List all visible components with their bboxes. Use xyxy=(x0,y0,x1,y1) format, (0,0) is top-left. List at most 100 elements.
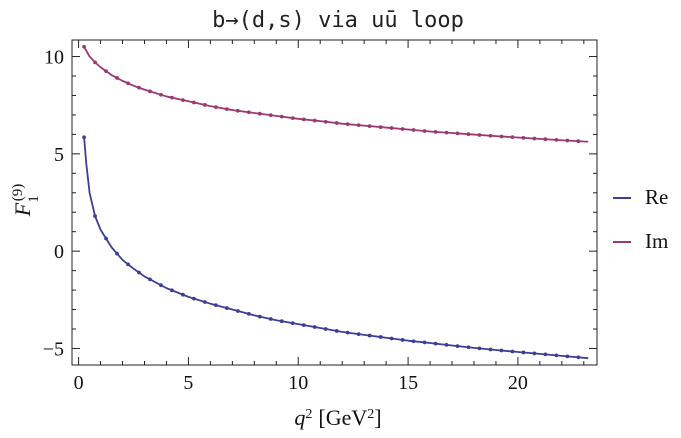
series-point xyxy=(115,76,119,80)
series-point xyxy=(257,111,262,116)
series-point xyxy=(554,353,559,358)
series-point xyxy=(389,126,394,130)
series-point xyxy=(246,110,251,115)
y-tick-label: −5 xyxy=(43,338,64,360)
series-point xyxy=(159,92,163,97)
series-point xyxy=(499,348,504,353)
series-point xyxy=(268,317,273,321)
x-tick-label: 5 xyxy=(183,372,193,394)
series-point xyxy=(367,333,372,338)
series-point xyxy=(565,138,570,143)
series-point xyxy=(224,107,229,111)
series-re xyxy=(82,135,589,360)
series-point xyxy=(301,323,306,327)
x-tick-label: 20 xyxy=(508,372,528,394)
series-layer xyxy=(82,44,589,360)
series-point xyxy=(224,306,229,310)
plot-frame xyxy=(71,39,598,366)
series-point xyxy=(422,129,427,133)
series-point xyxy=(400,127,405,131)
y-axis-label: F1(9) xyxy=(10,184,42,217)
series-point xyxy=(576,139,581,144)
series-point xyxy=(290,116,295,120)
x-axis-label-sup: 2 xyxy=(305,407,312,422)
x-axis-label-base: q xyxy=(294,405,305,430)
series-point xyxy=(126,81,130,86)
series-point xyxy=(433,341,438,346)
series-point xyxy=(565,354,570,359)
y-tick-label: 5 xyxy=(54,144,64,166)
x-tick-label: 10 xyxy=(288,372,308,394)
series-point xyxy=(444,130,449,135)
series-point xyxy=(82,135,86,140)
x-tick-label: 0 xyxy=(74,372,84,394)
series-point xyxy=(181,98,185,102)
series-point xyxy=(312,118,317,123)
series-point xyxy=(499,134,504,139)
series-point xyxy=(345,330,350,335)
series-point xyxy=(400,338,405,342)
series-point xyxy=(576,355,581,360)
series-point xyxy=(411,339,416,344)
series-point xyxy=(104,69,108,74)
series-point xyxy=(279,319,284,324)
series-point xyxy=(181,292,185,297)
series-point xyxy=(411,128,416,132)
series-point xyxy=(93,214,97,219)
series-point xyxy=(477,133,482,137)
series-point xyxy=(203,300,207,304)
series-point xyxy=(82,44,86,49)
series-point xyxy=(137,270,141,275)
series-point xyxy=(312,325,317,329)
series-point xyxy=(543,137,548,142)
series-im xyxy=(82,44,589,144)
series-point xyxy=(148,89,152,94)
series-point xyxy=(367,124,372,129)
series-point xyxy=(345,122,350,127)
legend: Re Im xyxy=(613,185,668,253)
x-tick-label: 15 xyxy=(398,372,418,394)
series-point xyxy=(510,349,515,354)
series-point xyxy=(170,288,174,293)
series-point xyxy=(521,135,526,140)
series-point xyxy=(213,105,218,110)
series-point xyxy=(235,309,240,313)
series-point xyxy=(257,314,262,319)
series-point xyxy=(554,137,559,142)
x-axis-label-unit-close: ] xyxy=(374,405,381,430)
series-point xyxy=(93,60,97,65)
series-point xyxy=(334,329,339,333)
series-point xyxy=(323,327,328,331)
series-point xyxy=(543,352,548,357)
y-axis-label-sub: 1 xyxy=(26,195,42,203)
series-point xyxy=(510,135,515,140)
series-point xyxy=(466,345,471,350)
series-point xyxy=(148,277,152,282)
y-tick-label: 0 xyxy=(54,241,64,263)
y-tick-label: 10 xyxy=(44,47,64,69)
series-point xyxy=(521,350,526,355)
series-point xyxy=(104,236,108,241)
series-point xyxy=(356,332,361,337)
series-point xyxy=(532,351,537,356)
series-point xyxy=(488,133,493,138)
legend-label-re: Re xyxy=(645,185,668,209)
series-point xyxy=(455,344,460,349)
series-point xyxy=(455,131,460,136)
series-point xyxy=(279,114,284,119)
series-point xyxy=(378,125,383,129)
series-point xyxy=(192,100,196,105)
series-point xyxy=(389,336,394,341)
series-point xyxy=(356,123,361,128)
series-point xyxy=(477,346,482,351)
series-point xyxy=(235,108,240,113)
series-point xyxy=(159,283,163,288)
series-point xyxy=(246,312,251,316)
x-axis-label-unit-sup: 2 xyxy=(367,407,374,422)
series-point xyxy=(378,335,383,339)
series-point xyxy=(433,129,438,134)
series-point xyxy=(170,95,174,100)
series-point xyxy=(323,119,328,124)
y-axis: −5 0 5 10 xyxy=(43,47,597,360)
